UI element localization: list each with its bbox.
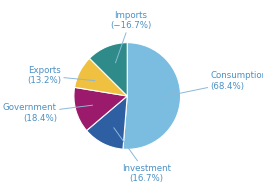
Wedge shape [75, 58, 127, 96]
Wedge shape [123, 43, 181, 149]
Wedge shape [89, 43, 127, 96]
Text: Government
(18.4%): Government (18.4%) [3, 103, 93, 123]
Text: Consumption
(68.4%): Consumption (68.4%) [163, 71, 263, 97]
Wedge shape [87, 96, 127, 149]
Text: Imports
(−16.7%): Imports (−16.7%) [110, 11, 151, 63]
Wedge shape [74, 87, 127, 131]
Text: Investment
(16.7%): Investment (16.7%) [114, 128, 171, 183]
Text: Exports
(13.2%): Exports (13.2%) [27, 66, 95, 85]
